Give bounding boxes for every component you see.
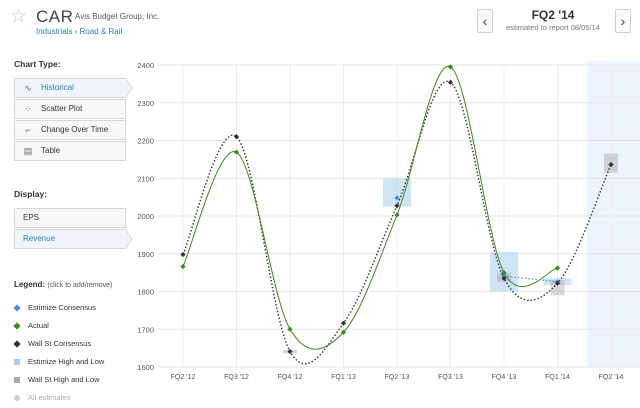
diamond-marker-icon [13,340,21,348]
wallst-point [608,162,614,168]
x-tick-label: FQ2 '12 [171,374,196,381]
breadcrumb: Industrials › Road & Rail [36,27,122,36]
diamond-marker-icon [13,304,21,312]
favorite-star-icon[interactable]: ☆ [10,6,28,27]
ticker-symbol: CAR [36,7,74,26]
x-tick-label: FQ3 '12 [224,374,249,381]
chart-type-change-button[interactable]: ⌐ Change Over Time [14,120,126,140]
y-tick-label: 1900 [137,250,154,259]
breadcrumb-industry-link[interactable]: Road & Rail [79,27,123,36]
revenue-history-chart: 1600 1700 1800 1900 2000 2100 2200 2300 2400 FQ2 … [137,61,640,381]
chart-type-label: Scatter Plot [41,104,83,113]
step-change-icon: ⌐ [25,125,31,135]
legend-title: Legend: (click to add/remove) [14,280,112,289]
display-option-label: Revenue [23,234,56,243]
chart-type-label: Historical [41,83,74,92]
chart-type-label: Change Over Time [41,125,109,134]
actual-point [554,265,561,271]
y-tick-label: 2000 [137,212,154,221]
wallst-point [287,348,293,355]
y-tick-label: 1700 [137,325,154,334]
x-tick-label: FQ4 '12 [278,374,303,381]
chart-type-table-button[interactable]: ▤ Table [14,141,126,161]
square-marker-icon [14,359,20,365]
previous-quarter-button[interactable]: ‹ [477,9,493,33]
scatter-dots-icon: ⁘ [24,104,32,114]
legend-item-label: Wall St Consensus [28,339,92,348]
line-wave-icon: ∿ [24,83,32,93]
actual-point [501,270,507,276]
x-tick-label: FQ3 '13 [438,374,463,381]
active-pointer-icon [125,229,133,249]
wallst-point [394,203,400,209]
wallst-point [554,280,561,286]
active-pointer-icon [125,78,133,98]
actual-point [180,263,186,270]
estimize-range-box [383,178,411,207]
report-date-note: estimated to report 08/05/14 [506,23,600,32]
display-revenue-button[interactable]: Revenue [14,229,126,249]
breadcrumb-sector-link[interactable]: Industrials [36,27,73,36]
x-tick-label: FQ1 '14 [545,374,570,381]
quarter-title: FQ2 '14 [531,8,575,22]
company-name: Avis Budget Group, Inc. [75,12,160,21]
x-tick-label: FQ4 '13 [492,374,517,381]
chart-type-label: Table [41,146,61,155]
y-tick-label: 2300 [137,99,154,108]
y-tick-label: 1600 [137,363,154,372]
actual-point [394,212,400,218]
y-tick-label: 2400 [137,61,154,70]
actual-point [447,64,454,70]
circle-marker-icon [14,395,20,401]
actual-point [340,329,347,335]
y-tick-label: 2200 [137,137,154,146]
y-tick-label: 1800 [137,288,154,297]
diamond-marker-icon [13,322,21,330]
display-title: Display: [14,189,48,199]
wallst-point [447,79,454,85]
x-tick-label: FQ2 '14 [599,374,624,381]
legend-title-text: Legend: [14,280,46,289]
display-eps-button[interactable]: EPS [14,208,126,228]
chart-type-scatter-button[interactable]: ⁘ Scatter Plot [14,99,126,119]
y-tick-label: 2100 [137,174,154,183]
display-option-label: EPS [23,213,40,222]
legend-item-label: Estimize Consensus [28,303,96,312]
wallst-point [233,134,240,140]
actual-line [182,66,558,350]
legend-item-label: Estimize High and Low [28,357,105,366]
wallst-range-box [550,280,565,296]
legend-item-label: Actual [28,321,49,330]
chart-type-historical-button[interactable]: ∿ Historical [14,78,126,98]
x-tick-label: FQ1 '13 [331,374,356,381]
wallst-point [180,251,186,258]
square-marker-icon [14,377,20,383]
next-quarter-button[interactable]: › [615,9,631,33]
actual-point [287,326,293,332]
upcoming-quarter-highlight [587,61,640,367]
chart-type-title: Chart Type: [14,59,61,69]
x-tick-label: FQ2 '13 [385,374,410,381]
table-grid-icon: ▤ [23,146,33,156]
legend-item-label: Wall St High and Low [28,375,100,384]
breadcrumb-separator: › [74,27,78,36]
legend-hint: (click to add/remove) [47,282,113,289]
estimize-point [394,195,400,201]
legend-item-label: All estimates [28,393,71,402]
wallst-point [340,320,347,326]
